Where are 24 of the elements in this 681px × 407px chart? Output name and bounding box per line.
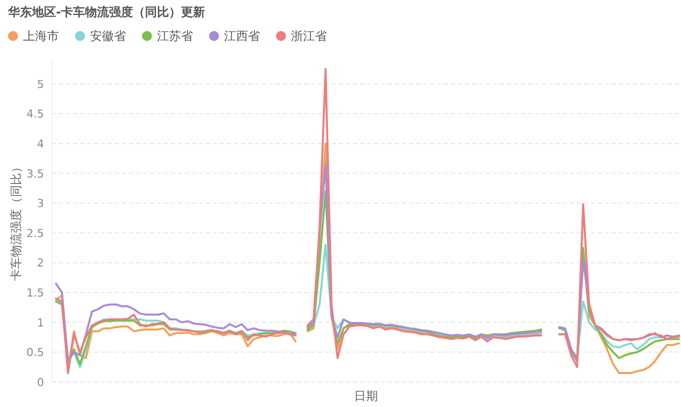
y-axis-title: 卡车物流强度（同比） [9, 161, 23, 281]
legend-item: 江苏省 [142, 29, 193, 43]
legend-item: 安徽省 [75, 29, 126, 43]
x-axis-title: 日期 [354, 389, 378, 403]
legend-label: 浙江省 [291, 29, 327, 43]
legend-label: 安徽省 [90, 29, 126, 43]
y-tick-label: 0.5 [26, 346, 44, 360]
y-tick-label: 5 [37, 78, 44, 91]
legend-label: 江西省 [224, 29, 260, 43]
legend-item: 江西省 [209, 29, 260, 43]
legend-item: 上海市 [8, 29, 59, 43]
y-tick-label: 0 [37, 376, 44, 389]
y-tick-label: 2.5 [26, 226, 44, 240]
y-tick-label: 3 [37, 197, 44, 210]
y-tick-label: 2 [37, 256, 44, 270]
y-tick-label: 4.5 [26, 108, 44, 121]
y-tick-label: 3.5 [26, 167, 44, 180]
legend-item: 浙江省 [276, 29, 327, 43]
chart-title: 华东地区-卡车物流强度（同比）更新 [7, 5, 205, 19]
y-tick-label: 1.5 [26, 286, 44, 300]
legend-label: 江苏省 [157, 29, 193, 43]
legend-label: 上海市 [23, 29, 59, 43]
y-tick-label: 1 [37, 316, 44, 330]
y-tick-label: 4 [37, 137, 44, 150]
